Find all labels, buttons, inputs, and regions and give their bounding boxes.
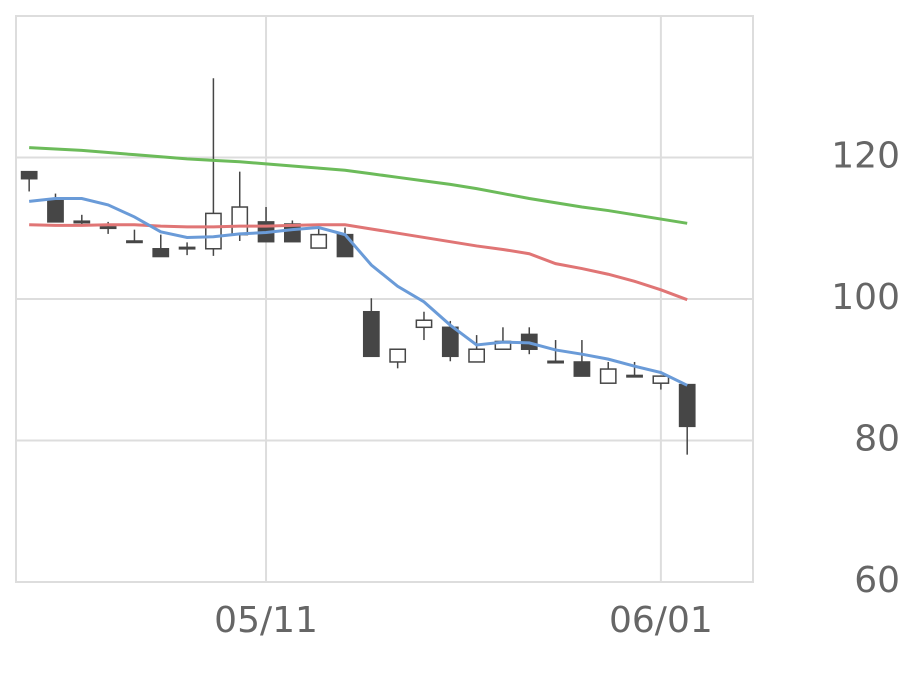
candle-body — [441, 326, 459, 358]
candle-body — [415, 319, 433, 329]
moving-average-line — [29, 146, 688, 225]
candle-body — [126, 240, 143, 244]
candle-body — [678, 383, 696, 428]
candle-body — [336, 233, 354, 258]
candle-body — [599, 368, 617, 384]
candle-body — [573, 361, 591, 377]
y-tick-label: 60 — [854, 560, 900, 601]
y-tick-label: 100 — [831, 277, 900, 318]
candle-body — [626, 374, 643, 378]
candle-body — [205, 212, 222, 250]
y-tick-label: 120 — [831, 136, 900, 177]
x-tick-label: 06/01 — [609, 600, 713, 641]
candle-body — [47, 199, 64, 223]
candle-body — [178, 246, 196, 250]
candle-body — [362, 310, 380, 358]
candle-body — [547, 360, 564, 364]
candle-body — [99, 226, 117, 230]
candle-body — [20, 170, 38, 180]
candle-body — [152, 248, 170, 258]
x-tick-label: 05/11 — [214, 600, 318, 641]
candle-body — [73, 220, 91, 224]
candle-body — [468, 348, 486, 363]
y-tick-label: 80 — [854, 419, 900, 460]
candle-body — [310, 233, 328, 249]
candle-body — [389, 348, 407, 363]
candle-body — [652, 375, 670, 384]
moving-average-line — [29, 223, 688, 302]
candle-body — [231, 206, 249, 236]
moving-average-line — [29, 197, 688, 387]
